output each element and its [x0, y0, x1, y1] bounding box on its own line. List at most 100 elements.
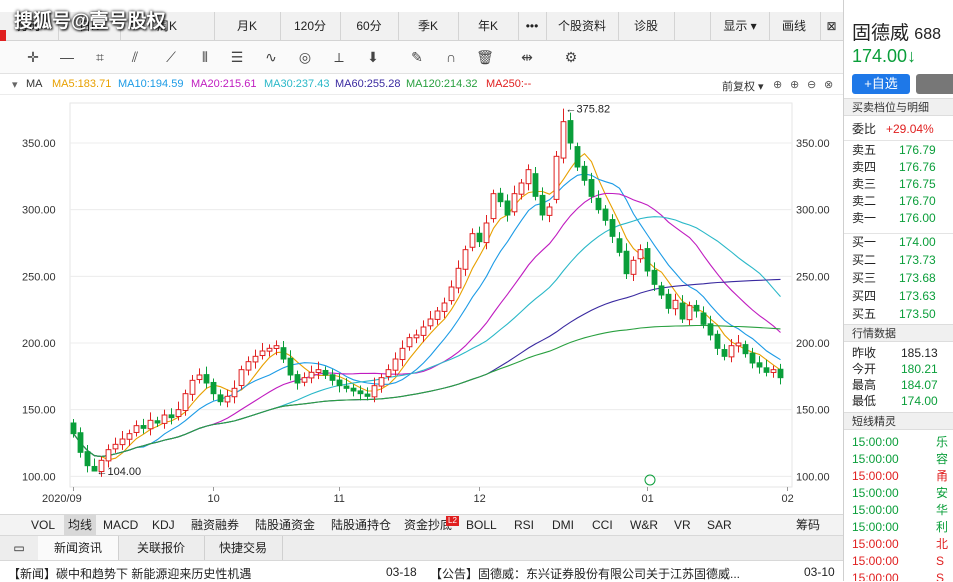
display-dropdown[interactable]: 显示 ▾ [710, 12, 770, 40]
tab-kdj[interactable]: KDJ [152, 518, 175, 532]
elf-tag[interactable]: 安 [936, 486, 949, 500]
tab-quarterly-k[interactable]: 季K [398, 12, 459, 40]
add-icon[interactable]: ⊕ [773, 79, 783, 91]
arrow-icon[interactable]: ⬇ [367, 49, 379, 65]
news-list: 【新闻】碳中和趋势下 新能源迎来历史性机遇 03-18 【公告】固德威：东兴证券… [0, 561, 843, 581]
tab-dmi[interactable]: DMI [552, 518, 574, 532]
candle-body [574, 146, 581, 168]
candle-body [700, 312, 707, 325]
tab-margin[interactable]: 融资融券 [191, 518, 240, 532]
ask-price[interactable]: 176.76 [899, 160, 936, 174]
panel-toggle-icon[interactable]: ▭ [0, 536, 39, 560]
tab-boll[interactable]: BOLL [466, 518, 497, 532]
tab-news[interactable]: 新闻资讯 [38, 536, 119, 560]
tab-northbound-holding[interactable]: 陆股通持仓 [331, 518, 392, 532]
bid-price[interactable]: 174.00 [899, 235, 936, 249]
elf-time[interactable]: 15:00:00 [852, 469, 899, 483]
elf-time[interactable]: 15:00:00 [852, 554, 899, 568]
tab-stock-profile[interactable]: 个股资料 [546, 12, 619, 40]
tab-wr[interactable]: W&R [630, 518, 658, 532]
settings-icon[interactable]: ⚙ [564, 49, 578, 65]
add-watchlist-button[interactable]: +自选 [852, 74, 910, 94]
tab-intraday[interactable]: 分时 [0, 12, 59, 40]
candle-body [329, 374, 336, 381]
tab-quick-trade[interactable]: 快捷交易 [204, 536, 283, 560]
draw-icon[interactable]: ⟋ [166, 49, 176, 65]
ask-price[interactable]: 176.75 [899, 177, 936, 191]
ask-price[interactable]: 176.00 [899, 211, 936, 225]
elf-tag[interactable]: 甬 [936, 469, 949, 483]
tab-vr[interactable]: VR [674, 518, 691, 532]
tab-weekly-k[interactable]: 周K [120, 12, 215, 40]
cycle-icon[interactable]: ◎ [298, 49, 312, 65]
elf-tag[interactable]: S [936, 554, 945, 568]
collapse-icon[interactable]: ⊠ [826, 19, 837, 33]
zoom-in-icon[interactable]: ⊕ [790, 79, 800, 91]
tab-northbound-flow[interactable]: 陆股通资金 [255, 518, 316, 532]
kline-chart[interactable]: 350.00 300.00 250.00 200.00 150.00 100.00 350… [0, 95, 843, 515]
split-icon[interactable]: ⇹ [521, 49, 533, 65]
elf-tag[interactable]: 华 [936, 503, 949, 517]
elf-tag[interactable]: 容 [936, 452, 949, 466]
more-periods-button[interactable]: ••• [518, 12, 547, 40]
close-icon[interactable]: ⊗ [824, 79, 834, 91]
bars-icon[interactable]: ⦀ [201, 49, 209, 65]
candle-body [364, 393, 371, 397]
ask-label: 卖一 [852, 211, 877, 225]
tab-cci[interactable]: CCI [592, 518, 613, 532]
tab-related-quotes[interactable]: 关联报价 [118, 536, 205, 560]
elf-tag[interactable]: 乐 [936, 435, 949, 449]
collapse-arrow-icon[interactable]: ▾ [12, 79, 18, 91]
secondary-button[interactable] [916, 74, 953, 94]
table-icon[interactable]: ☰ [230, 49, 244, 65]
tab-macd[interactable]: MACD [103, 518, 139, 532]
tab-120min[interactable]: 120分 [280, 12, 341, 40]
adjust-dropdown[interactable]: 前复权 ▾ [722, 81, 764, 93]
candle-body [378, 377, 385, 387]
bid-price[interactable]: 173.50 [899, 307, 936, 321]
elf-tag[interactable]: 北 [936, 537, 949, 551]
crosshair-icon[interactable]: ✛ [27, 49, 39, 65]
elf-time[interactable]: 15:00:00 [852, 503, 899, 517]
news-item-title[interactable]: 【公告】固德威：东兴证券股份有限公司关于江苏固德威... [430, 567, 741, 581]
elf-tag[interactable]: 利 [936, 520, 949, 534]
tab-yearly-k[interactable]: 年K [458, 12, 519, 40]
elf-tag[interactable]: S [936, 571, 945, 581]
tab-vol[interactable]: VOL [31, 518, 56, 532]
pen-icon[interactable]: ✎ [411, 49, 423, 65]
tab-bottom-fishing[interactable]: 资金抄底 [404, 518, 453, 532]
crop-icon[interactable]: ⌗ [96, 49, 104, 65]
elf-time[interactable]: 15:00:00 [852, 537, 899, 551]
tab-60min[interactable]: 60分 [340, 12, 399, 40]
ruler-icon[interactable]: ⟂ [334, 49, 344, 65]
ask-price[interactable]: 176.70 [899, 194, 936, 208]
line-icon[interactable]: — [60, 49, 74, 65]
zoom-out-icon[interactable]: ⊖ [807, 79, 817, 91]
tab-daily-k[interactable]: 日K [58, 12, 121, 40]
tab-diagnosis[interactable]: 诊股 [618, 12, 675, 40]
elf-time[interactable]: 15:00:00 [852, 571, 899, 581]
tab-chips[interactable]: 筹码 [796, 518, 821, 532]
bid-price[interactable]: 173.73 [899, 253, 936, 267]
elf-time[interactable]: 15:00:00 [852, 435, 899, 449]
ma-label[interactable]: MA [26, 78, 43, 90]
elf-time[interactable]: 15:00:00 [852, 452, 899, 466]
ask-price[interactable]: 176.79 [899, 143, 936, 157]
bid-price[interactable]: 173.63 [899, 289, 936, 303]
tab-sar[interactable]: SAR [707, 518, 732, 532]
tab-rsi[interactable]: RSI [514, 518, 535, 532]
wave-icon[interactable]: ∿ [265, 49, 277, 65]
draw-line-button[interactable]: 画线 [768, 12, 821, 40]
candle-body [532, 173, 539, 197]
elf-time[interactable]: 15:00:00 [852, 486, 899, 500]
magnet-icon[interactable]: ∩ [445, 49, 457, 65]
tab-monthly-k[interactable]: 月K [214, 12, 281, 40]
elf-time[interactable]: 15:00:00 [852, 520, 899, 534]
trash-icon[interactable]: 🗑 [476, 49, 494, 65]
ma20-value: MA20:215.61 [191, 78, 257, 90]
candle-body [651, 269, 658, 285]
tab-ma-active[interactable]: 均线 [64, 515, 97, 535]
fan-icon[interactable]: ⫽ [131, 49, 139, 65]
bid-price[interactable]: 173.68 [899, 271, 936, 285]
news-item-title[interactable]: 【新闻】碳中和趋势下 新能源迎来历史性机遇 [8, 567, 252, 581]
